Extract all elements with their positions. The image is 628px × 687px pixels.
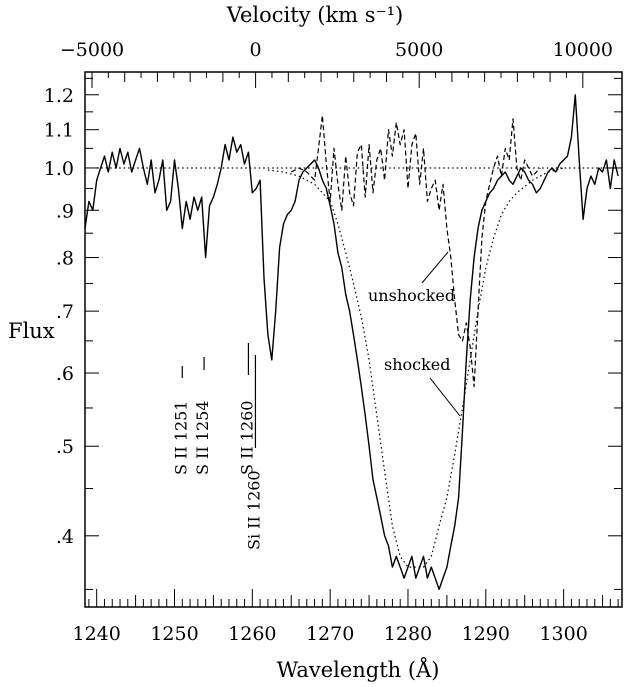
- x-tick-label: 1280: [384, 623, 432, 645]
- x-tick-label: 1260: [228, 623, 276, 645]
- line-id-label: S II 1251: [171, 401, 190, 476]
- x-tick-label: 1250: [150, 623, 198, 645]
- top-axis-title: Velocity (km s⁻¹): [226, 3, 403, 27]
- x-tick-label: 1240: [72, 623, 120, 645]
- series-layer: [84, 94, 619, 591]
- y-tick-label: .6: [56, 363, 74, 385]
- y-tick-label: .7: [56, 301, 74, 323]
- x-axis-title: Wavelength (Å): [277, 657, 440, 682]
- top-tick-label: −5000: [60, 39, 124, 61]
- y-tick-label: 1.0: [44, 158, 74, 180]
- tick-labels: 1240 1250 1260 1270 1280 1290 1300 −5000 0 5000 10…: [44, 39, 613, 645]
- y-tick-label: .4: [56, 526, 74, 548]
- unshocked-leader: [421, 251, 449, 284]
- axis-ticks: [85, 72, 622, 607]
- y-tick-label: 1.2: [44, 85, 74, 107]
- series-observed: [84, 94, 619, 591]
- x-tick-label: 1270: [306, 623, 354, 645]
- y-tick-label: .8: [56, 248, 74, 270]
- x-tick-label: 1290: [462, 623, 510, 645]
- y-tick-label: .9: [56, 200, 74, 222]
- top-tick-label: 0: [250, 39, 262, 61]
- shocked-label: shocked: [384, 355, 451, 374]
- x-tick-label: 1300: [539, 623, 587, 645]
- unshocked-label: unshocked: [368, 286, 455, 305]
- top-tick-label: 10000: [553, 39, 613, 61]
- series-unshocked: [290, 114, 541, 388]
- shocked-leader: [429, 377, 461, 417]
- series-shocked: [267, 167, 564, 568]
- top-tick-label: 5000: [395, 39, 443, 61]
- line-id-label: S II 1260: [237, 401, 256, 476]
- line-id-label: S II 1254: [193, 401, 212, 476]
- line-id-label: Si II 1260: [244, 470, 263, 550]
- y-tick-label: .5: [56, 436, 74, 458]
- y-axis-title: Flux: [8, 319, 55, 343]
- y-tick-label: 1.1: [44, 120, 74, 142]
